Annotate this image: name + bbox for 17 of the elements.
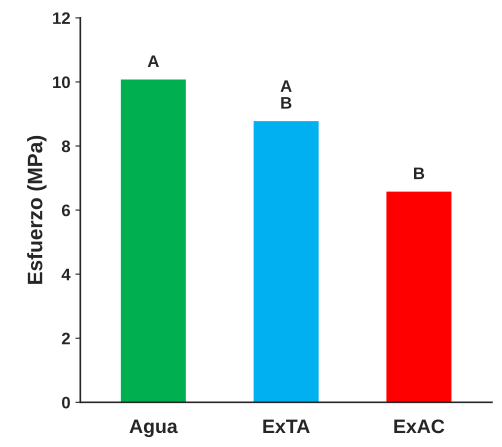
y-axis-title: Esfuerzo (MPa) <box>27 136 47 284</box>
annotation: A <box>148 55 159 67</box>
y-tick-label: 8 <box>62 140 70 152</box>
x-tick-label: ExTA <box>263 420 310 434</box>
y-tick-label: 0 <box>62 396 70 409</box>
annotation: A B <box>280 80 292 109</box>
x-tick-label: ExAC <box>394 419 444 434</box>
y-tick-label: 2 <box>62 332 70 344</box>
y-tick-label: 6 <box>62 204 70 216</box>
bar <box>119 78 188 402</box>
x-tick-label: Agua <box>130 420 178 438</box>
y-tick-label: 10 <box>53 76 70 88</box>
annotation: B <box>414 168 424 180</box>
y-tick-label: 4 <box>62 268 71 280</box>
y-tick-label: 12 <box>53 12 70 24</box>
bar <box>252 120 320 402</box>
bar <box>385 190 453 402</box>
